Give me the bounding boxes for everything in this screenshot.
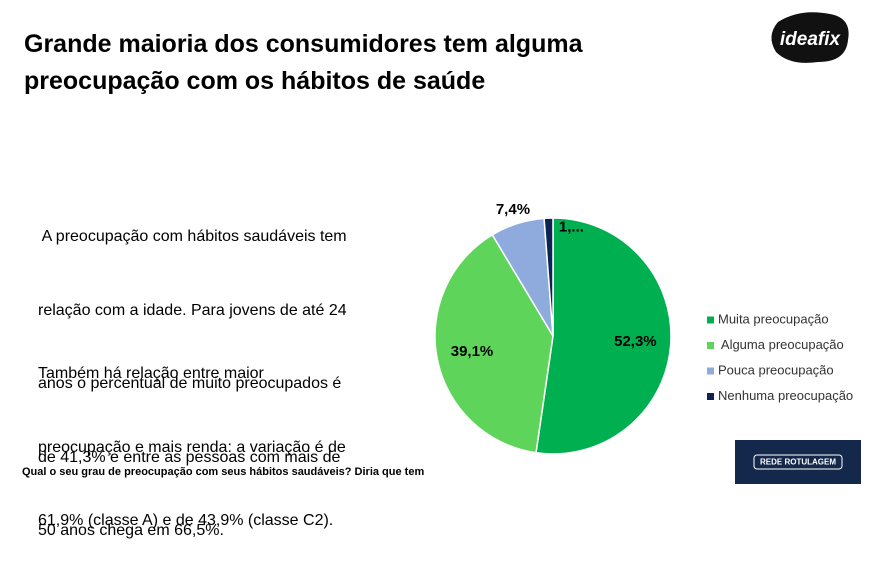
line: Também há relação entre maior <box>38 365 264 382</box>
legend-label: Nenhuma preocupação <box>718 388 853 403</box>
data-label: 7,4% <box>496 201 530 218</box>
title-line: preocupação com os hábitos de saúde <box>24 67 486 95</box>
logo-shape <box>771 12 849 63</box>
data-label: 1,... <box>559 218 584 235</box>
legend-label: Muita preocupação <box>718 311 829 326</box>
legend-label: Alguma preocupação <box>718 337 844 352</box>
legend-swatch <box>707 393 714 400</box>
chart: ideafix REDE ROTULAGEM 52,3% 39,1% 7,4% 1,.… <box>434 12 861 484</box>
legend-swatch <box>707 316 714 324</box>
data-label: 52,3% <box>614 333 657 350</box>
line: relação com a idade. Para jovens de até … <box>38 301 347 319</box>
pie-slice <box>535 217 672 455</box>
legend-swatch <box>707 342 714 349</box>
logo: ideafix <box>780 29 842 50</box>
legend-label: Pouca preocupação <box>718 362 834 377</box>
legend-swatch <box>707 367 714 375</box>
badge-bg <box>735 440 861 484</box>
data-label: 39,1% <box>451 343 494 360</box>
badge-text: REDE ROTULAGEM <box>760 458 836 467</box>
line: 61,9% (classe A) e de 43,9% (classe C2). <box>38 512 334 529</box>
slide: Grande maioria dos consumidores tem algu… <box>22 12 861 539</box>
title: Grande maioria dos consumidores tem algu… <box>24 26 582 100</box>
line: preocupação e mais renda: a variação é d… <box>38 438 346 456</box>
line: de 41,3% e entre as pessoas com mais de <box>38 448 341 466</box>
line: anos o percentual de muito preocupados é <box>38 375 342 392</box>
badge-frame <box>753 454 843 470</box>
title-line: Grande maioria dos consumidores tem algu… <box>24 30 583 58</box>
line: A preocupação com hábitos saudáveis tem <box>38 228 347 245</box>
pie-slice <box>543 217 554 337</box>
footnote: Qual o seu grau de preocupação com seus … <box>22 466 425 478</box>
pie-slice <box>434 233 554 454</box>
paragraph: A preocupação com hábitos saudáveis tem … <box>38 176 347 568</box>
